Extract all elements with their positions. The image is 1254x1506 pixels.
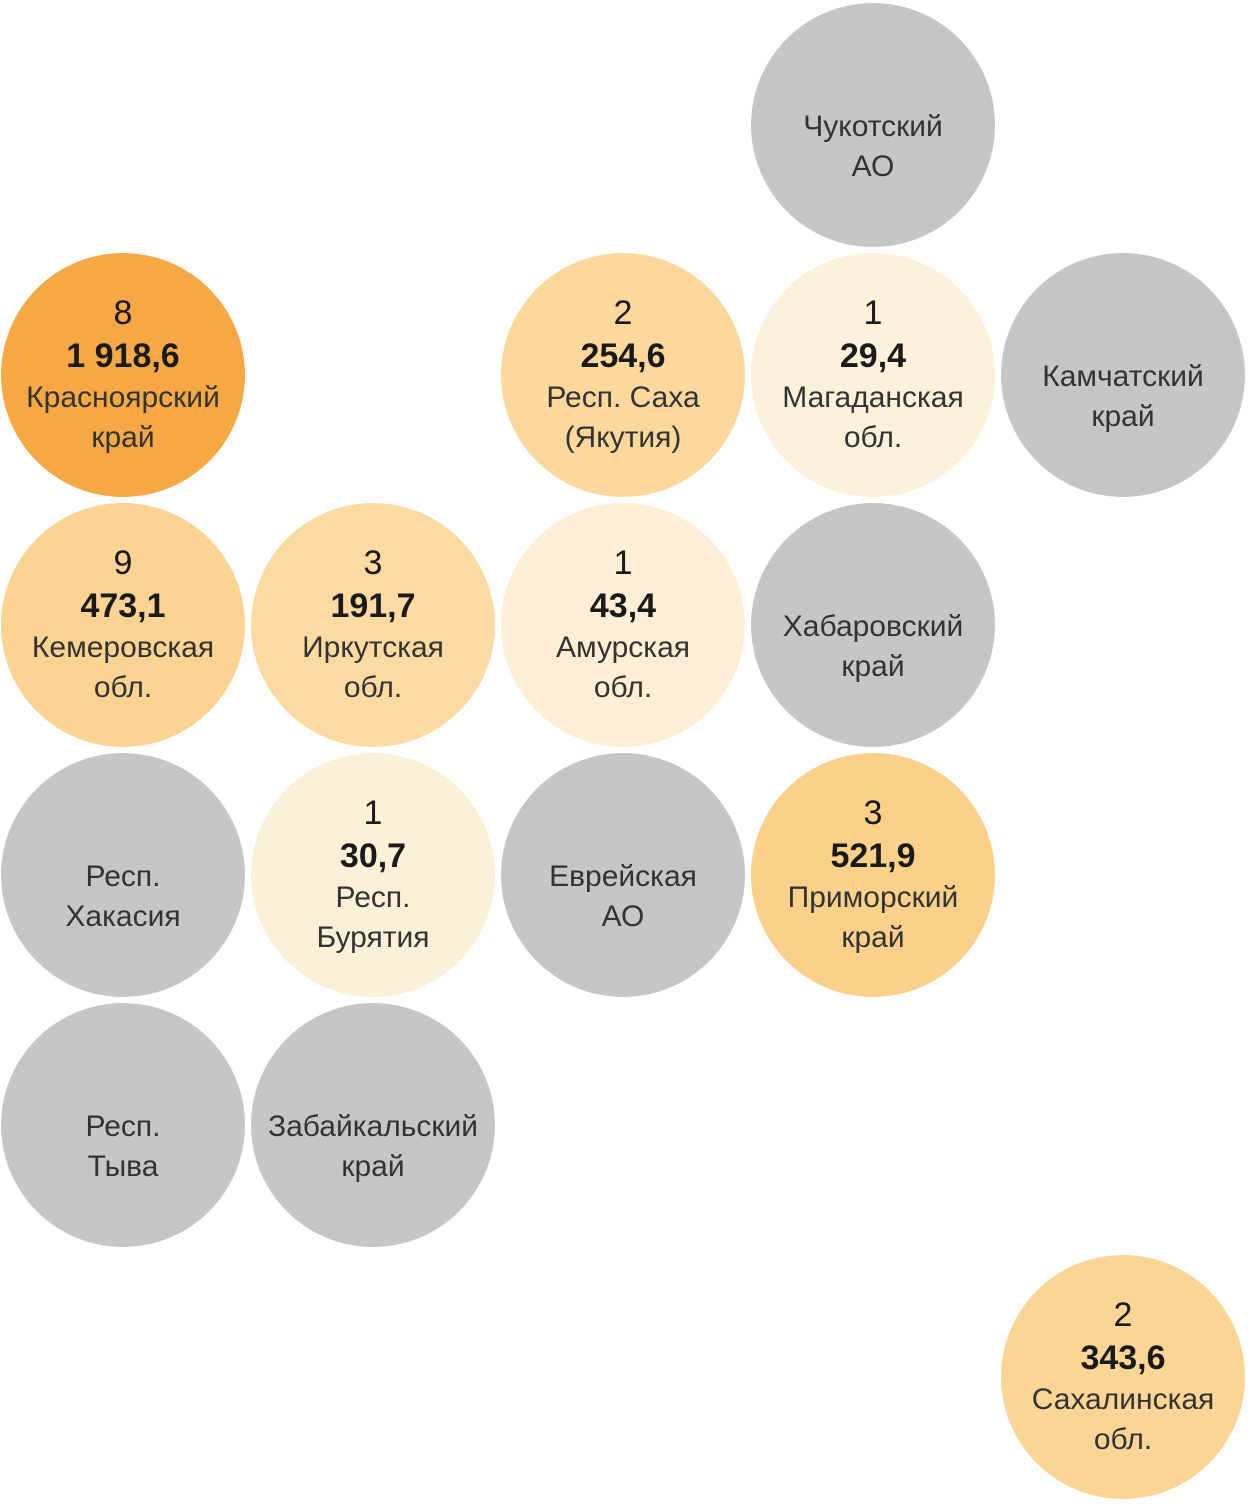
region-jewish-ao: Еврейская АО: [501, 753, 745, 997]
region-count: 2: [1113, 1296, 1133, 1334]
region-count: 3: [863, 794, 883, 832]
region-sakha-yakutia: 2 254,6 Респ. Саха (Якутия): [501, 253, 745, 497]
region-kamchatka-krai: Камчатский край: [1001, 253, 1245, 497]
region-content: Забайкальский край: [268, 1107, 478, 1187]
region-kemerovo-obl: 9 473,1 Кемеровская обл.: [1, 503, 245, 747]
region-name: Хабаровский край: [782, 610, 964, 683]
region-zabaykalsky-krai: Забайкальский край: [251, 1003, 495, 1247]
region-content: 9 473,1 Кемеровская обл.: [32, 542, 214, 708]
region-content: Хабаровский край: [783, 607, 963, 687]
region-content: 8 1 918,6 Красноярский край: [26, 292, 220, 458]
region-krasnoyarsk-krai: 8 1 918,6 Красноярский край: [1, 253, 245, 497]
region-value: 343,6: [1080, 1339, 1166, 1377]
region-count: 1: [863, 294, 883, 332]
region-name: Забайкальский край: [268, 1110, 478, 1183]
region-count: 3: [363, 544, 383, 582]
region-content: Респ. Хакасия: [65, 857, 180, 937]
region-name: Еврейская АО: [549, 860, 697, 933]
region-count: 8: [113, 294, 133, 332]
region-content: Респ. Тыва: [86, 1107, 161, 1187]
region-value: 1 918,6: [66, 337, 180, 375]
region-name: Респ. Хакасия: [65, 860, 181, 933]
region-count: 9: [113, 544, 133, 582]
region-name: Амурская обл.: [555, 631, 691, 704]
region-content: 2 254,6 Респ. Саха (Якутия): [546, 292, 699, 458]
region-value: 521,9: [830, 837, 916, 875]
region-khabarovsk-krai: Хабаровский край: [751, 503, 995, 747]
region-amur-obl: 1 43,4 Амурская обл.: [501, 503, 745, 747]
region-buryatia: 1 30,7 Респ. Бурятия: [251, 753, 495, 997]
region-content: 1 43,4 Амурская обл.: [556, 542, 690, 708]
region-content: 2 343,6 Сахалинская обл.: [1032, 1294, 1215, 1460]
region-content: 1 29,4 Магаданская обл.: [782, 292, 963, 458]
region-name: Респ. Бурятия: [316, 881, 430, 954]
region-magadan-obl: 1 29,4 Магаданская обл.: [751, 253, 995, 497]
region-name: Камчатский край: [1042, 360, 1204, 433]
region-chukotka-ao: Чукотский АО: [751, 3, 995, 247]
region-value: 254,6: [580, 337, 666, 375]
region-content: 1 30,7 Респ. Бурятия: [316, 792, 429, 958]
region-sakhalin-obl: 2 343,6 Сахалинская обл.: [1001, 1255, 1245, 1499]
region-value: 191,7: [330, 587, 416, 625]
region-content: Камчатский край: [1042, 357, 1203, 437]
region-value: 473,1: [80, 587, 166, 625]
region-count: 2: [613, 294, 633, 332]
region-name: Сахалинская обл.: [1031, 1383, 1215, 1456]
region-tyva: Респ. Тыва: [1, 1003, 245, 1247]
region-name: Магаданская обл.: [782, 381, 964, 454]
region-name: Кемеровская обл.: [31, 631, 215, 704]
region-primorsky-krai: 3 521,9 Приморский край: [751, 753, 995, 997]
region-name: Иркутская обл.: [302, 631, 444, 704]
region-content: Чукотский АО: [803, 107, 943, 187]
region-name: Чукотский АО: [803, 110, 943, 183]
region-name: Респ. Саха (Якутия): [546, 381, 700, 454]
region-irkutsk-obl: 3 191,7 Иркутская обл.: [251, 503, 495, 747]
region-count: 1: [613, 544, 633, 582]
region-khakassia: Респ. Хакасия: [1, 753, 245, 997]
region-count: 1: [363, 794, 383, 832]
region-name: Респ. Тыва: [85, 1110, 161, 1183]
region-content: 3 191,7 Иркутская обл.: [302, 542, 444, 708]
region-name: Приморский край: [787, 881, 959, 954]
region-content: Еврейская АО: [549, 857, 697, 937]
region-value: 29,4: [839, 337, 907, 375]
region-name: Красноярский край: [26, 381, 220, 454]
region-content: 3 521,9 Приморский край: [788, 792, 959, 958]
region-value: 43,4: [589, 587, 657, 625]
region-value: 30,7: [339, 837, 407, 875]
